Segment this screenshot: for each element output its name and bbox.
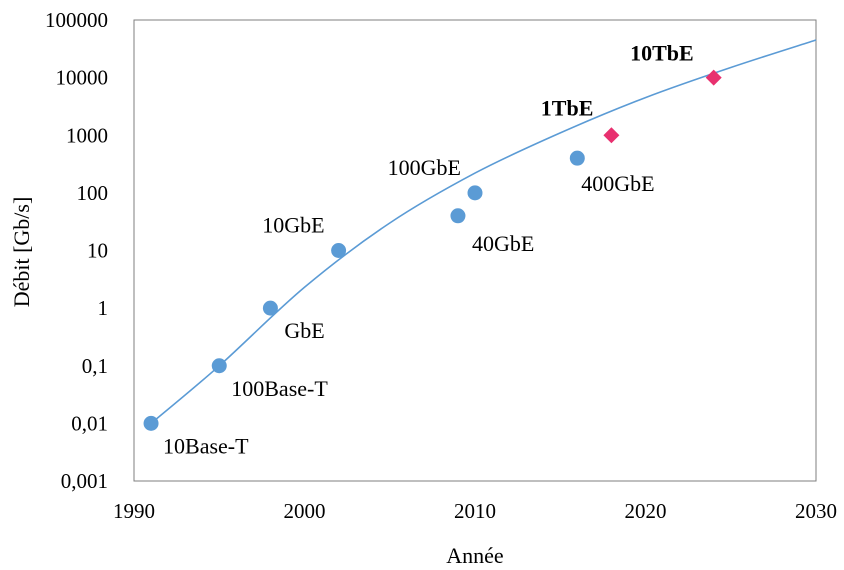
point-label-400gbe: 400GbE xyxy=(581,171,654,196)
y-tick-label: 1000 xyxy=(66,123,108,147)
x-axis-title: Année xyxy=(446,543,503,568)
point-labels-layer: 10Base-T 100Base-T GbE 10GbE 40GbE 100GbE 400G… xyxy=(163,41,694,459)
x-tick-label: 2030 xyxy=(795,499,837,523)
data-point-10gbe xyxy=(331,243,347,258)
y-tick-label: 100000 xyxy=(45,8,108,32)
x-tick-label: 2010 xyxy=(454,499,496,523)
y-tick-label: 100 xyxy=(77,181,109,205)
point-label-1tbe: 1TbE xyxy=(541,95,594,120)
x-tick-label: 2000 xyxy=(284,499,326,523)
data-point-100gbe xyxy=(467,185,483,201)
data-point-100base-t xyxy=(211,358,227,374)
point-label-10gbe: 10GbE xyxy=(262,213,324,238)
data-point-10tbe xyxy=(705,69,722,86)
y-axis-ticks: 0,001 0,01 0,1 1 10 100 1000 10000 100000 xyxy=(45,8,108,493)
x-tick-label: 2020 xyxy=(625,499,667,523)
trendline-layer xyxy=(150,39,817,425)
point-label-gbe: GbE xyxy=(284,318,324,343)
data-point-1tbe xyxy=(603,127,620,144)
data-point-40gbe xyxy=(450,208,466,224)
point-label-10base-t: 10Base-T xyxy=(163,433,249,458)
data-point-10base-t xyxy=(143,415,159,431)
data-point-gbe xyxy=(262,300,278,316)
point-label-40gbe: 40GbE xyxy=(472,231,534,256)
data-point-400gbe xyxy=(569,150,585,166)
trendline xyxy=(150,39,817,425)
x-tick-label: 1990 xyxy=(113,499,155,523)
points-layer xyxy=(143,69,722,431)
point-label-100gbe: 100GbE xyxy=(388,155,461,180)
y-axis-title: Débit [Gb/s] xyxy=(9,197,34,308)
point-label-100base-t: 100Base-T xyxy=(231,376,328,401)
y-tick-label: 0,1 xyxy=(82,354,108,378)
y-tick-label: 10000 xyxy=(56,66,109,90)
plot-area xyxy=(133,19,817,482)
y-tick-label: 0,001 xyxy=(61,469,108,493)
x-axis-ticks: 1990 2000 2010 2020 2030 xyxy=(113,499,837,523)
y-tick-label: 10 xyxy=(87,239,108,263)
y-tick-label: 0,01 xyxy=(71,411,108,435)
y-tick-label: 1 xyxy=(98,296,109,320)
point-label-10tbe: 10TbE xyxy=(630,41,694,66)
